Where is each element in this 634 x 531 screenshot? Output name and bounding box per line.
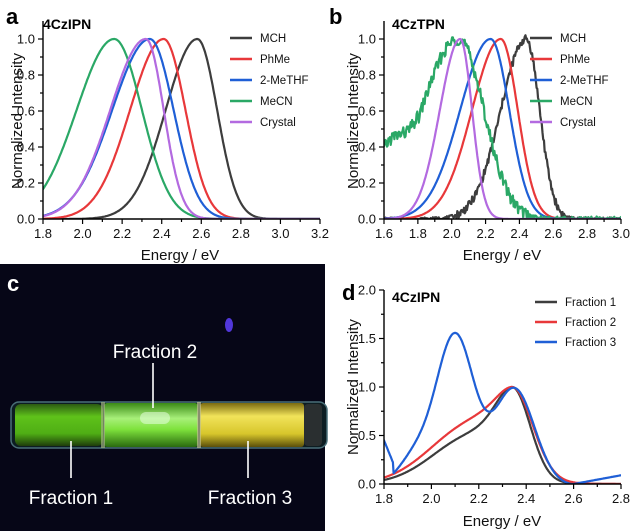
x-tick-label: 2.8 <box>612 491 630 506</box>
series-line-2-methf <box>384 37 621 219</box>
y-axis-title-a: Normalized Intensity <box>9 53 26 189</box>
panel-letter-d: d <box>342 280 355 305</box>
series-group <box>384 331 621 484</box>
legend-label: Crystal <box>260 117 296 129</box>
legend-label: MCH <box>560 33 586 45</box>
legend-label: PhMe <box>560 54 590 66</box>
photo-haze <box>0 264 325 531</box>
x-tick-label: 2.6 <box>544 226 562 241</box>
photo-label-fraction-2: Fraction 2 <box>113 342 197 363</box>
legend-label: MCH <box>260 33 286 45</box>
x-tick-label: 2.0 <box>74 226 92 241</box>
chart-title-a: 4CzIPN <box>43 16 91 32</box>
y-tick-label: 0.0 <box>358 477 376 492</box>
x-tick-label: 1.6 <box>375 226 393 241</box>
x-tick-label: 1.8 <box>375 491 393 506</box>
legend-label: Fraction 2 <box>565 317 616 329</box>
y-tick-label: 0.0 <box>17 212 35 227</box>
x-axis-title-d: Energy / eV <box>463 513 541 530</box>
plot-a: 1.8 2.0 2.2 2.4 2.6 2.8 3.0 3.2 0.0 0.2 0.4 0.6 0.8 1… <box>17 21 329 241</box>
x-tick-label: 2.6 <box>565 491 583 506</box>
x-tick-label: 2.2 <box>470 491 488 506</box>
series-line-fraction-3 <box>384 331 621 484</box>
fraction-3-segment <box>200 403 304 447</box>
x-tick-label: 2.4 <box>517 491 535 506</box>
chart-title-b: 4CzTPN <box>392 16 445 32</box>
separator-1 <box>101 402 105 448</box>
series-line-mecn <box>43 37 320 219</box>
x-tick-label: 2.2 <box>477 226 495 241</box>
y-tick-label: 0.0 <box>358 212 376 227</box>
series-line-crystal <box>384 37 621 219</box>
x-axis-title-a: Energy / eV <box>141 247 219 264</box>
x-tick-label: 2.4 <box>153 226 171 241</box>
legend-label: MeCN <box>560 96 593 108</box>
panel-letter-a: a <box>6 4 19 29</box>
panel-d: d 4CzIPN 1.8 2.0 2.2 2.4 2.6 2.8 0.0 0.5 1.0 1.5 2… <box>342 280 630 530</box>
x-tick-label: 2.0 <box>422 491 440 506</box>
plot-b: 1.6 1.8 2.0 2.2 2.4 2.6 2.8 3.0 0.0 0.2 0.4 0.6 0.8 1… <box>358 21 630 241</box>
legend-label: PhMe <box>260 54 290 66</box>
x-tick-label: 2.0 <box>443 226 461 241</box>
y-tick-label: 1.0 <box>358 380 376 395</box>
y-axis-title-b: Normalized Intensity <box>345 53 362 189</box>
x-tick-label: 1.8 <box>409 226 427 241</box>
y-tick-label: 0.2 <box>358 176 376 191</box>
y-tick-label: 0.6 <box>358 104 376 119</box>
fraction-1-segment <box>15 404 103 446</box>
y-tick-label: 0.2 <box>17 176 35 191</box>
panel-letter-c: c <box>7 271 19 296</box>
y-tick-label: 0.8 <box>358 68 376 83</box>
legend-label: MeCN <box>260 96 293 108</box>
purple-reflection <box>225 318 233 332</box>
fraction-2-segment <box>104 403 198 447</box>
x-tick-label: 2.8 <box>578 226 596 241</box>
y-tick-label: 2.0 <box>358 283 376 298</box>
legend-label: Fraction 1 <box>565 297 616 309</box>
y-tick-label: 0.5 <box>358 428 376 443</box>
chart-title-d: 4CzIPN <box>392 289 440 305</box>
photo-label-fraction-3: Fraction 3 <box>208 488 292 509</box>
series-line-phme <box>384 37 621 219</box>
x-tick-label: 3.2 <box>311 226 329 241</box>
panel-a: a 4CzIPN 1.8 2.0 2.2 2.4 2.6 2.8 3.0 3.2 0.0 0.2 0… <box>6 4 329 264</box>
y-axis-title-d: Normalized Intensity <box>345 319 362 455</box>
y-tick-label: 1.5 <box>358 331 376 346</box>
x-tick-label: 2.2 <box>113 226 131 241</box>
panel-b: b 4CzTPN 1.6 1.8 2.0 2.2 2.4 2.6 2.8 3.0 0.0 0.2 0… <box>329 4 630 264</box>
y-tick-label: 1.0 <box>358 32 376 47</box>
y-tick-label: 0.4 <box>358 140 376 155</box>
series-line-phme <box>43 37 320 219</box>
x-tick-label: 2.4 <box>510 226 528 241</box>
tube-end <box>304 404 322 446</box>
y-tick-label: 0.8 <box>17 68 35 83</box>
legend-label: 2-MeTHF <box>560 75 609 87</box>
x-tick-label: 1.8 <box>34 226 52 241</box>
separator-2 <box>197 402 201 448</box>
legend-label: Crystal <box>560 117 596 129</box>
fraction-2-glow <box>140 412 170 424</box>
panel-c-photo: Fraction 2 Fraction 1 Fraction 3 c <box>0 264 328 531</box>
x-tick-label: 2.8 <box>232 226 250 241</box>
y-tick-label: 0.4 <box>17 140 35 155</box>
series-line-crystal <box>43 37 320 219</box>
plot-d: 1.8 2.0 2.2 2.4 2.6 2.8 0.0 0.5 1.0 1.5 2.0 Fractio… <box>358 283 630 507</box>
series-group <box>43 37 320 219</box>
x-tick-label: 2.6 <box>192 226 210 241</box>
y-tick-label: 1.0 <box>17 32 35 47</box>
panel-letter-b: b <box>329 4 342 29</box>
x-tick-label: 3.0 <box>271 226 289 241</box>
y-tick-label: 0.6 <box>17 104 35 119</box>
photo-label-fraction-1: Fraction 1 <box>29 488 113 509</box>
x-tick-label: 3.0 <box>612 226 630 241</box>
legend-label: 2-MeTHF <box>260 75 309 87</box>
legend-label: Fraction 3 <box>565 337 616 349</box>
x-axis-title-b: Energy / eV <box>463 247 541 264</box>
